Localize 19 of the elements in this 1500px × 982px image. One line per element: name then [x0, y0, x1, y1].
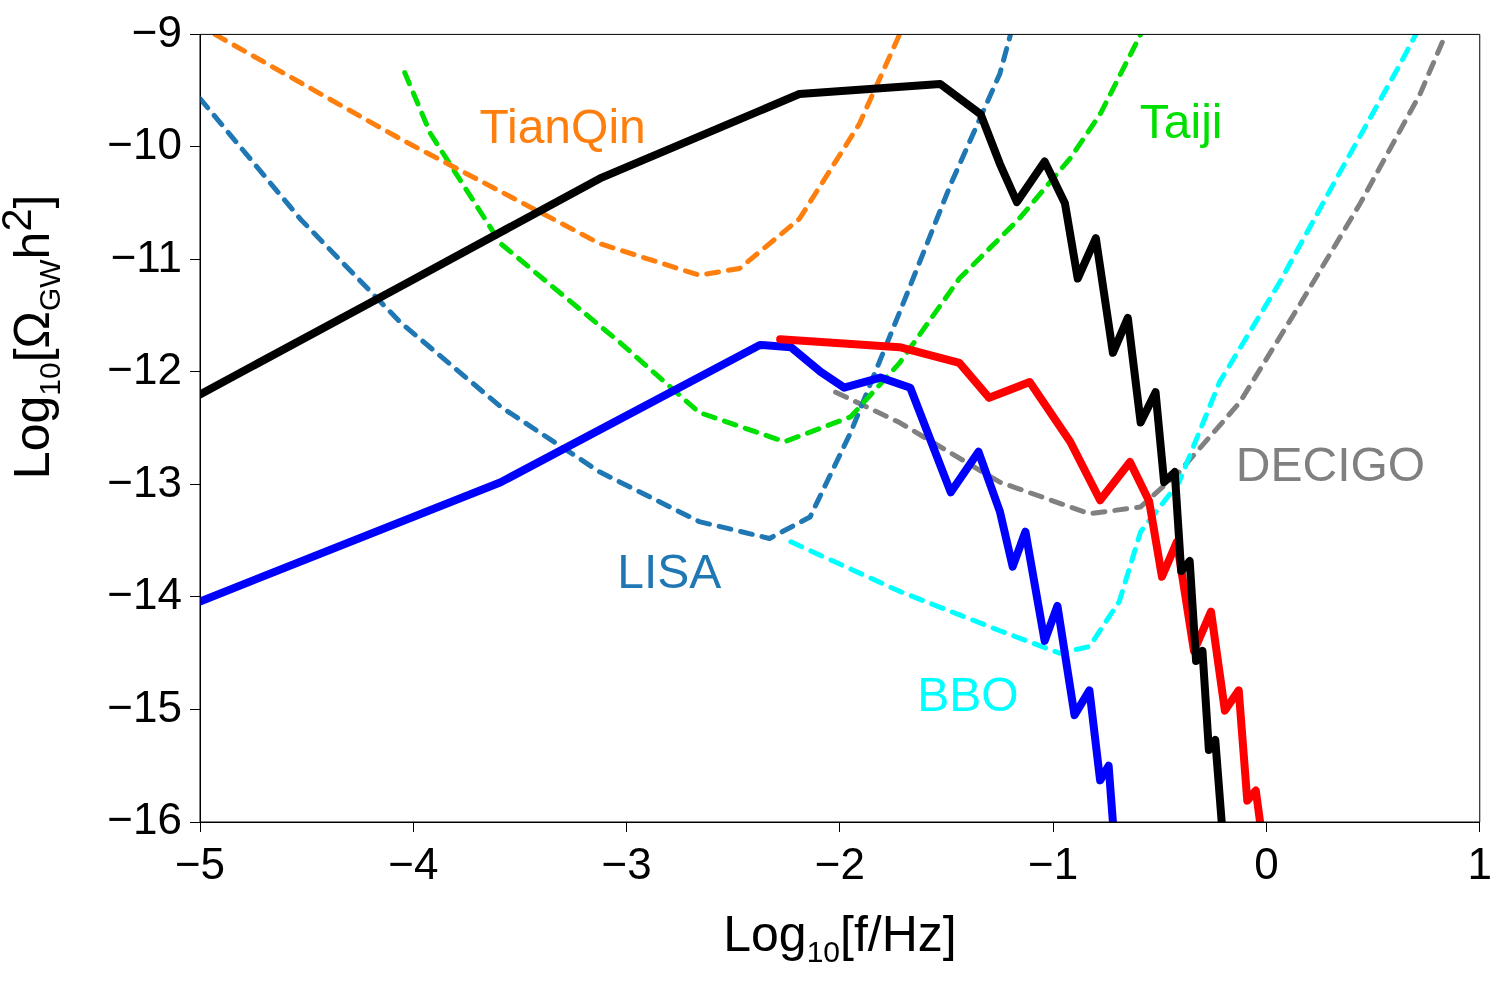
series-label: LISA: [617, 544, 722, 598]
series-label: TianQin: [479, 100, 646, 154]
x-tick-label: 0: [1254, 838, 1279, 888]
y-tick-label: −13: [107, 456, 182, 506]
y-tick-label: −9: [131, 6, 182, 56]
series-label: DECIGO: [1235, 437, 1426, 491]
y-tick-label: −14: [107, 569, 182, 619]
x-tick-label: 1: [1467, 838, 1493, 888]
y-tick-label: −12: [107, 344, 182, 394]
x-tick-label: −4: [388, 838, 439, 888]
x-tick-label: −2: [814, 838, 865, 888]
x-tick-label: −3: [601, 838, 652, 888]
y-tick-label: −11: [110, 231, 182, 281]
series-label: Taiji: [1139, 94, 1223, 148]
x-tick-label: −1: [1028, 838, 1079, 888]
y-tick-label: −10: [107, 119, 182, 169]
x-axis-title: Log$_{10}$[f/Hz]: [722, 905, 958, 969]
y-tick-label: −15: [107, 681, 182, 731]
series-label: BBO: [917, 668, 1019, 722]
